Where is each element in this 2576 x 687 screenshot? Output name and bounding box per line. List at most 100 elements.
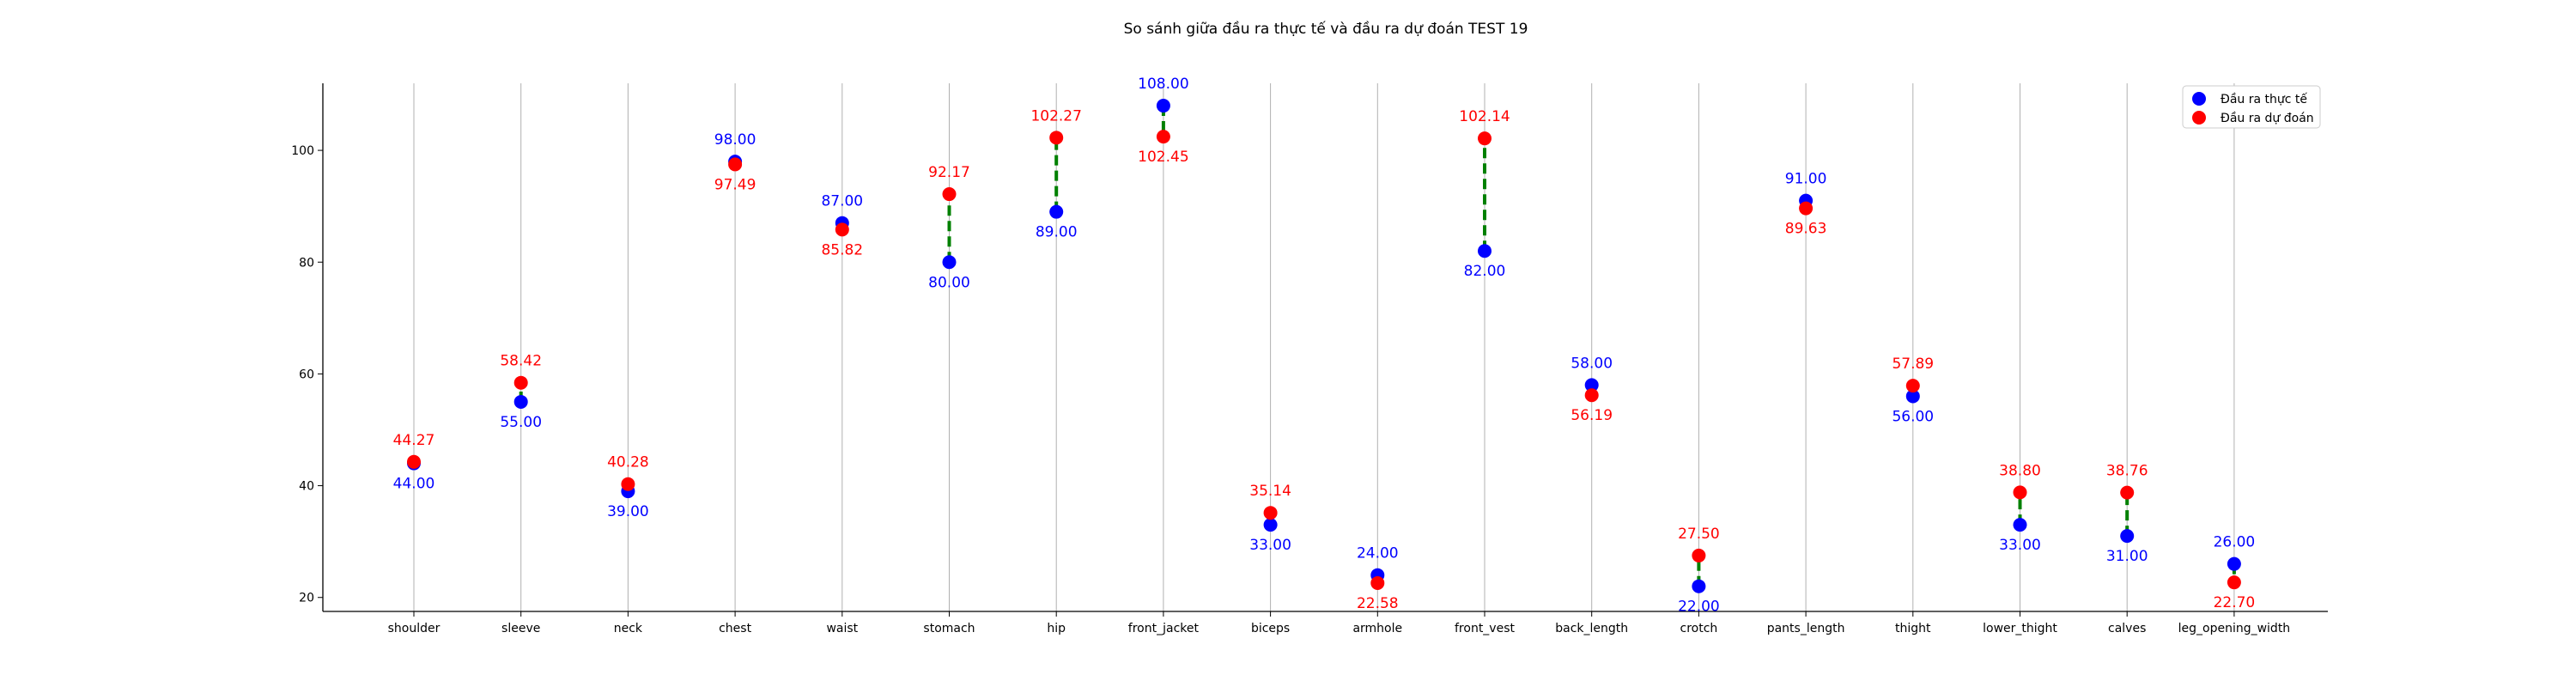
data-label-predicted: 38.76 (2106, 463, 2148, 480)
data-label-predicted: 22.58 (1357, 595, 1399, 612)
x-tick-label: sleeve (501, 622, 540, 635)
data-labels-layer: 44.00 44.27 55.00 58.42 39.00 40.28 98.00 97.49… (393, 76, 2256, 616)
point-predicted (2120, 485, 2135, 500)
points-layer (407, 99, 2241, 593)
x-tick-label: hip (1047, 622, 1066, 635)
data-label-predicted: 27.50 (1678, 526, 1720, 543)
x-tick-label: front_vest (1455, 622, 1515, 635)
data-label-actual: 26.00 (2214, 534, 2256, 551)
data-label-actual: 24.00 (1357, 545, 1399, 562)
x-tick-label: pants_length (1767, 622, 1845, 635)
x-tick-label: leg_opening_width (2178, 622, 2291, 635)
data-label-predicted: 35.14 (1249, 483, 1291, 500)
x-tick-label: chest (719, 622, 751, 635)
point-predicted (513, 375, 528, 390)
x-tick-label: stomach (923, 622, 975, 635)
legend-label-actual: Đầu ra thực tế (2221, 92, 2307, 106)
point-actual (1692, 579, 1706, 593)
point-predicted (407, 454, 421, 469)
point-predicted (835, 222, 849, 237)
legend-frame (2182, 85, 2321, 129)
data-label-predicted: 102.45 (1138, 149, 1188, 166)
y-tick-label: 60 (299, 368, 314, 381)
point-actual (513, 394, 528, 409)
data-label-predicted: 44.27 (393, 432, 435, 449)
data-label-actual: 55.00 (500, 414, 542, 431)
legend-marker-actual (2192, 92, 2206, 106)
point-predicted (1370, 575, 1385, 590)
data-label-actual: 22.00 (1678, 599, 1720, 616)
data-label-predicted: 97.49 (714, 176, 756, 193)
point-predicted (1584, 388, 1599, 403)
data-label-predicted: 57.89 (1892, 356, 1934, 373)
data-label-actual: 31.00 (2106, 548, 2148, 565)
data-label-actual: 58.00 (1571, 355, 1613, 372)
point-predicted (1478, 131, 1492, 146)
data-label-predicted: 85.82 (821, 241, 863, 258)
point-predicted (2227, 575, 2241, 590)
data-label-actual: 80.00 (928, 274, 970, 291)
x-tick-label: thight (1895, 622, 1931, 635)
data-label-actual: 87.00 (821, 193, 863, 210)
y-tick-label: 80 (299, 256, 314, 270)
x-tick-label: waist (826, 622, 858, 635)
x-tick-label: back_length (1555, 622, 1628, 635)
x-tick-label: calves (2108, 622, 2146, 635)
data-label-actual: 91.00 (1785, 171, 1827, 188)
point-predicted (1156, 130, 1170, 144)
x-tick-label: front_jacket (1128, 622, 1200, 635)
y-ticks: 20 40 60 80 100 (291, 144, 323, 605)
legend-label-predicted: Đầu ra dự đoán (2221, 112, 2314, 125)
legend-marker-predicted (2192, 111, 2206, 125)
data-label-actual: 33.00 (1249, 537, 1291, 554)
data-label-predicted: 40.28 (607, 454, 649, 471)
point-predicted (1799, 201, 1814, 216)
chart-title: So sánh giữa đầu ra thực tế và đầu ra dự… (1124, 20, 1528, 38)
point-actual (1049, 204, 1064, 219)
x-tick-label: armhole (1352, 622, 1402, 635)
point-actual (2120, 529, 2135, 544)
axes-layer (322, 83, 2328, 612)
data-label-predicted: 58.42 (500, 353, 542, 370)
x-tick-label: crotch (1680, 622, 1718, 635)
point-predicted (621, 477, 635, 491)
x-tick-label: lower_thight (1983, 622, 2057, 635)
point-actual (2227, 556, 2241, 571)
legend: Đầu ra thực tế Đầu ra dự đoán (2182, 85, 2321, 129)
x-tick-label: shoulder (388, 622, 440, 635)
data-label-predicted: 102.14 (1459, 108, 1510, 125)
point-predicted (942, 187, 957, 202)
point-actual (942, 255, 957, 270)
data-label-predicted: 89.63 (1785, 221, 1827, 238)
data-label-predicted: 102.27 (1030, 107, 1081, 125)
point-actual (1478, 244, 1492, 258)
data-label-predicted: 92.17 (928, 164, 970, 181)
y-tick-label: 100 (291, 144, 314, 158)
data-label-predicted: 38.80 (1999, 462, 2041, 479)
point-actual (2013, 518, 2027, 532)
data-label-actual: 44.00 (393, 476, 435, 493)
data-label-actual: 108.00 (1138, 76, 1188, 93)
y-tick-label: 40 (299, 480, 314, 494)
x-tick-label: neck (614, 622, 643, 635)
data-label-predicted: 56.19 (1571, 407, 1613, 424)
grid-layer (413, 83, 2235, 611)
point-actual (1156, 99, 1170, 113)
data-label-actual: 82.00 (1464, 263, 1506, 280)
data-label-predicted: 22.70 (2214, 594, 2256, 611)
data-label-actual: 89.00 (1036, 224, 1078, 241)
point-predicted (1263, 506, 1278, 520)
point-actual (1905, 389, 1920, 404)
y-tick-label: 20 (299, 592, 314, 605)
point-actual (1584, 378, 1599, 392)
x-tick-label: biceps (1251, 622, 1290, 635)
point-predicted (728, 157, 743, 172)
data-label-actual: 39.00 (607, 503, 649, 520)
point-predicted (2013, 485, 2027, 500)
x-ticks: shoulder sleeve neck chest waist stomach hip fr… (388, 611, 2291, 635)
data-label-actual: 33.00 (1999, 537, 2041, 554)
data-label-actual: 98.00 (714, 131, 756, 149)
point-actual (1263, 518, 1278, 532)
data-label-actual: 56.00 (1892, 408, 1934, 425)
